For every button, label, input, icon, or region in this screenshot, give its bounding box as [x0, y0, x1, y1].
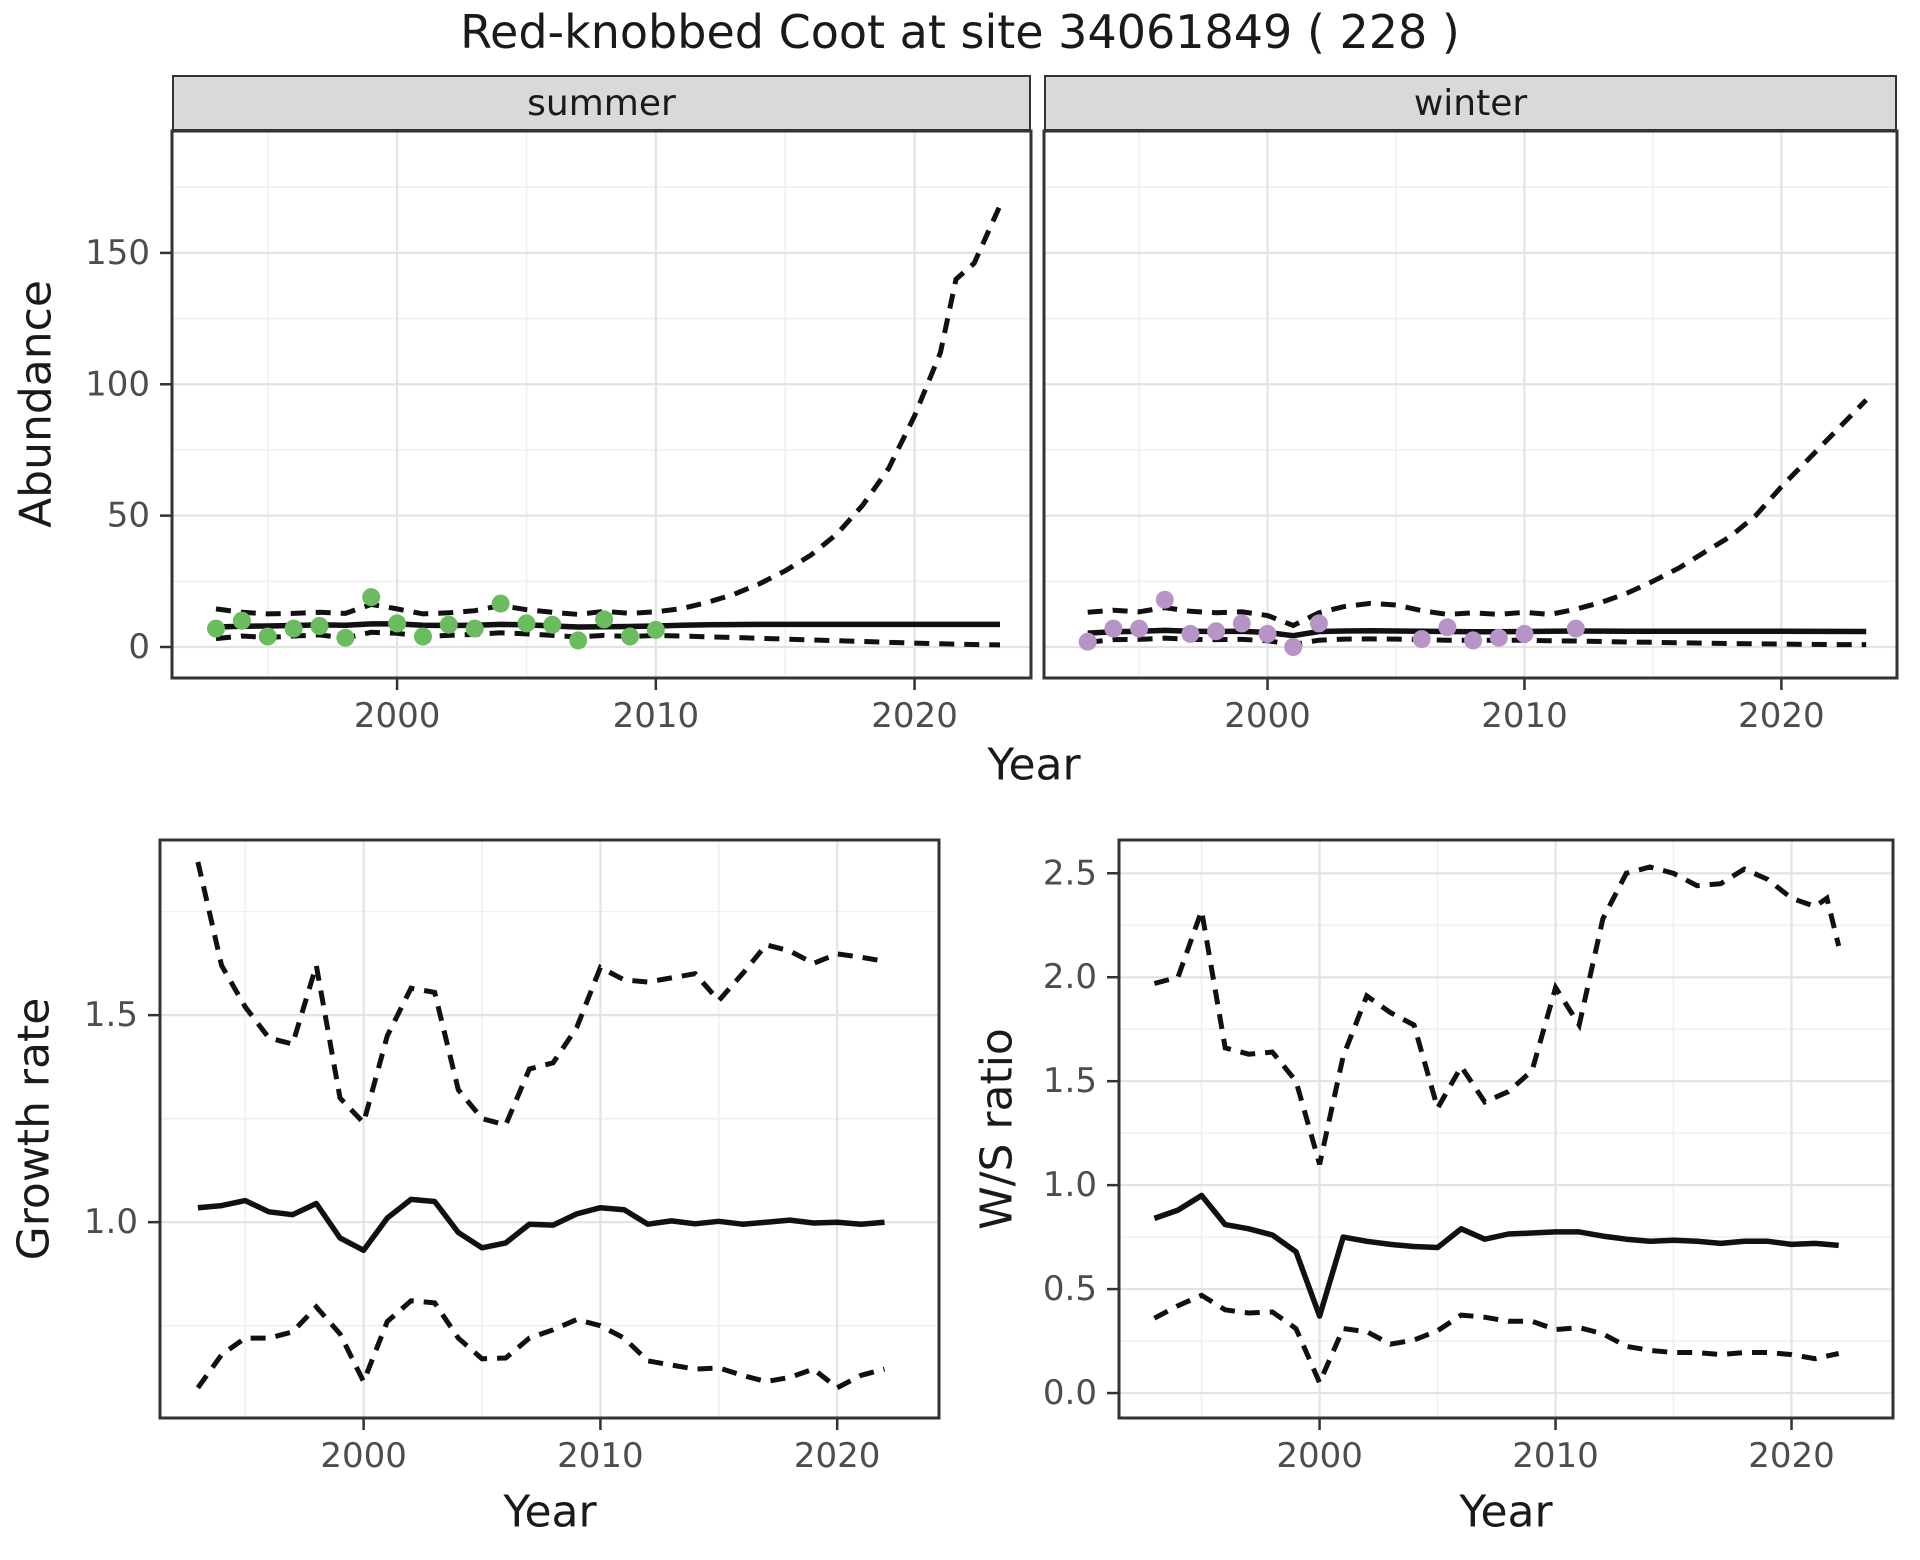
- ws-fit-line: [1153, 1192, 1839, 1319]
- winter-observation-point: [1232, 614, 1251, 633]
- summer-observation-point: [569, 631, 588, 650]
- panel-ws-axis: 2000 2010 2020 0.0 0.5 1.0 1.5 2.0 2.5: [1043, 853, 1835, 1476]
- summer-observation-point: [258, 627, 277, 646]
- growth-x-tick-label: 2020: [794, 1436, 881, 1476]
- panel-ws-grid: [1119, 840, 1893, 1418]
- winter-observation-point: [1489, 628, 1508, 647]
- summer-y-tick-label: 150: [85, 233, 150, 273]
- ws-ci-upper-line: [1153, 864, 1842, 1165]
- growth-year-axis-title: Year: [503, 1486, 597, 1538]
- summer-y-tick-label: 100: [85, 364, 150, 404]
- panel-growth-lines: [195, 861, 886, 1391]
- panel-winter: 2000 2010 2020: [1042, 129, 1899, 736]
- winter-observation-point: [1566, 619, 1585, 638]
- panel-winter-lines: [1087, 398, 1868, 648]
- panel-growth-grid: [160, 840, 939, 1418]
- summer-x-tick-label: 2020: [871, 696, 958, 736]
- summer-observation-point: [595, 610, 614, 629]
- summer-observation-point: [232, 611, 251, 630]
- winter-x-tick-label: 2010: [1481, 696, 1568, 736]
- panel-winter-points: [1078, 590, 1585, 656]
- ws-y-tick-label: 2.5: [1043, 853, 1097, 893]
- summer-observation-point: [491, 594, 510, 613]
- facet-strip-winter-label: winter: [1413, 82, 1528, 124]
- winter-observation-point: [1464, 631, 1483, 650]
- winter-observation-point: [1438, 618, 1457, 637]
- panel-ws-lines: [1153, 864, 1842, 1389]
- panel-winter-border: [1042, 129, 1899, 680]
- summer-observation-point: [465, 619, 484, 638]
- summer-observation-point: [388, 614, 407, 633]
- summer-observation-point: [310, 617, 329, 635]
- summer-y-tick-label: 50: [107, 496, 150, 536]
- ws-x-tick-label: 2020: [1748, 1436, 1835, 1476]
- panel-growth-border: [158, 838, 941, 1420]
- winter-observation-point: [1181, 624, 1200, 643]
- winter-x-tick-label: 2020: [1738, 696, 1825, 736]
- panel-ws-border: [1117, 838, 1895, 1420]
- summer-observation-point: [621, 627, 639, 646]
- ws-x-tick-label: 2010: [1512, 1436, 1599, 1476]
- panel-winter-axis: 2000 2010 2020: [1224, 678, 1825, 736]
- growth-y-tick-label: 1.5: [84, 995, 138, 1035]
- panel-summer-border: [170, 129, 1033, 680]
- summer-ci-upper-line: [215, 204, 1003, 617]
- summer-observation-point: [284, 619, 303, 638]
- winter-observation-point: [1078, 632, 1097, 651]
- summer-observation-point: [336, 628, 355, 647]
- winter-observation-point: [1412, 630, 1431, 649]
- ws-x-tick-label: 2000: [1276, 1436, 1363, 1476]
- panel-growth-axis: 2000 2010 2020 1.0 1.5: [84, 995, 881, 1476]
- growth-ci-lower-line: [195, 1298, 886, 1391]
- summer-observation-point: [646, 620, 665, 639]
- panel-summer-axis: 2000 2010 2020 0 50 100 150: [85, 233, 958, 736]
- facet-strip-winter: winter: [1044, 75, 1897, 131]
- summer-x-tick-label: 2000: [354, 696, 441, 736]
- panel-growth: 2000 2010 2020 1.0 1.5: [84, 838, 941, 1476]
- winter-observation-point: [1258, 624, 1277, 643]
- growth-x-tick-label: 2010: [557, 1436, 644, 1476]
- ws-ci-lower-line: [1153, 1292, 1840, 1389]
- ws-y-tick-label: 1.0: [1043, 1165, 1097, 1205]
- summer-observation-point: [207, 619, 225, 638]
- facet-strip-summer-label: summer: [527, 82, 676, 124]
- winter-observation-point: [1155, 590, 1174, 609]
- growth-x-tick-label: 2000: [320, 1436, 407, 1476]
- summer-x-tick-label: 2010: [613, 696, 700, 736]
- growth-y-tick-label: 1.0: [84, 1202, 138, 1242]
- winter-observation-point: [1284, 638, 1303, 656]
- panel-summer-grid: [172, 131, 1031, 678]
- facet-strip-summer: summer: [172, 75, 1031, 131]
- winter-ci-upper-line: [1087, 398, 1868, 629]
- panel-summer-lines: [215, 204, 1003, 648]
- summer-observation-point: [439, 615, 458, 634]
- ws-y-tick-label: 0.0: [1043, 1373, 1097, 1413]
- winter-observation-point: [1515, 624, 1534, 643]
- summer-ci-lower-line: [215, 629, 1001, 648]
- panel-ws: 2000 2010 2020 0.0 0.5 1.0 1.5 2.0 2.5: [1043, 838, 1895, 1476]
- ws-y-tick-label: 1.5: [1043, 1061, 1097, 1101]
- growth-fit-line: [197, 1196, 885, 1254]
- plot-title: Red-knobbed Coot at site 34061849 ( 228 …: [460, 5, 1460, 59]
- panel-summer-points: [207, 588, 665, 650]
- winter-observation-point: [1104, 619, 1123, 638]
- ws-y-tick-label: 2.0: [1043, 957, 1097, 997]
- summer-observation-point: [414, 627, 432, 646]
- top-year-axis-title: Year: [987, 739, 1081, 791]
- ws-y-tick-label: 0.5: [1043, 1269, 1097, 1309]
- summer-observation-point: [517, 614, 536, 633]
- winter-observation-point: [1309, 614, 1328, 633]
- panel-summer: 2000 2010 2020 0 50 100 150: [85, 129, 1033, 736]
- summer-observation-point: [362, 588, 381, 607]
- summer-observation-point: [543, 615, 562, 634]
- ws-year-axis-title: Year: [1459, 1486, 1553, 1538]
- growth-ci-upper-line: [195, 861, 885, 1128]
- winter-x-tick-label: 2000: [1224, 696, 1311, 736]
- summer-y-tick-label: 0: [128, 627, 150, 667]
- winter-observation-point: [1207, 622, 1226, 641]
- winter-observation-point: [1130, 619, 1149, 638]
